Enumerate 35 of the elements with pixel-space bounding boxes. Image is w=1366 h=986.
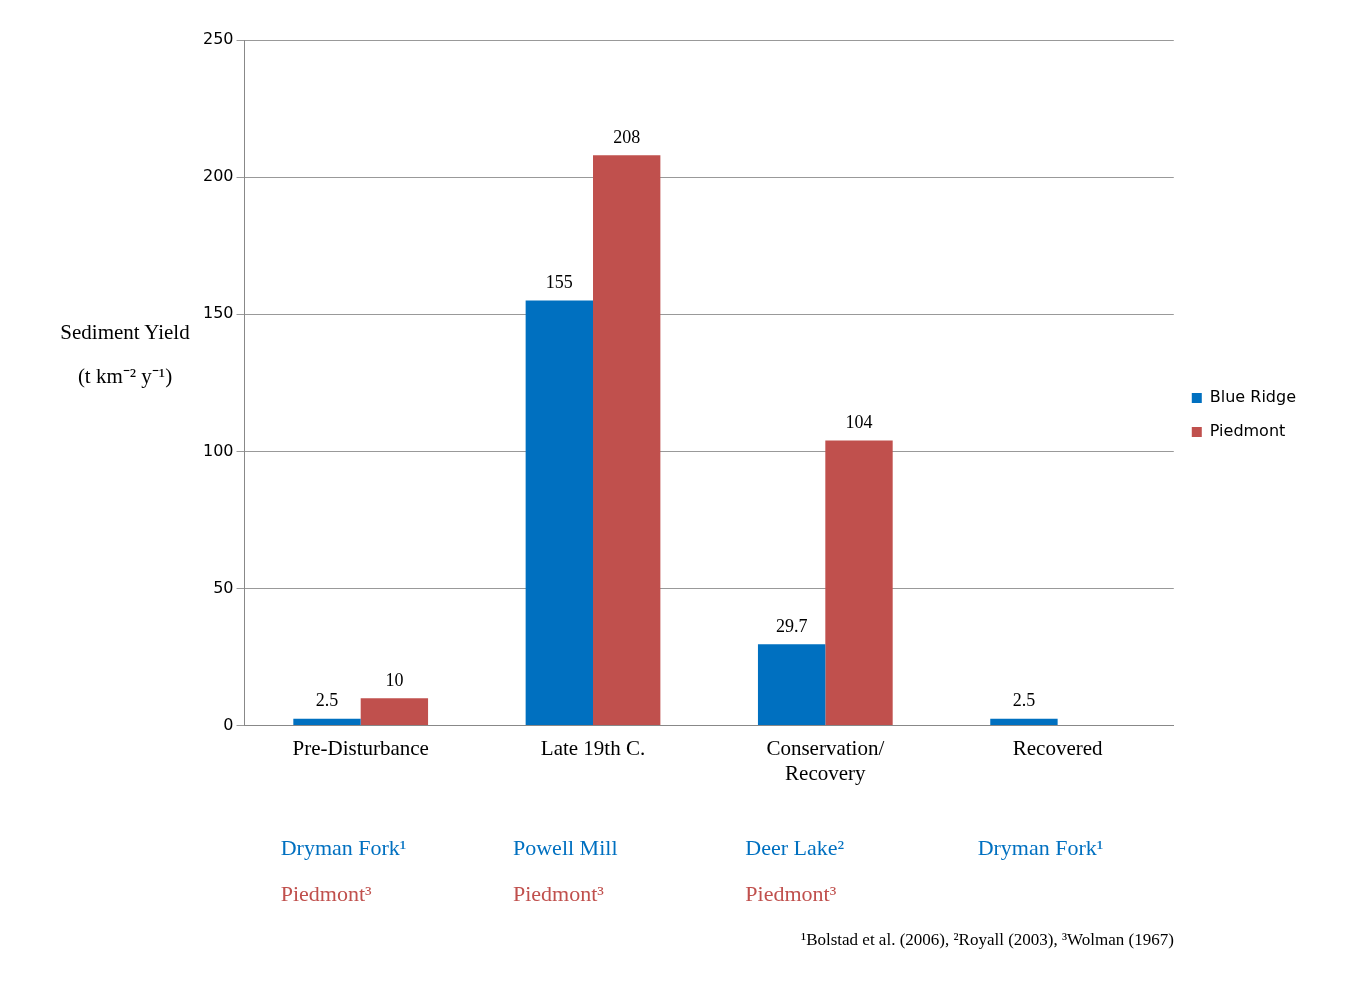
data-label: 2.5 — [315, 690, 339, 711]
data-label: 2.5 — [1012, 690, 1036, 711]
data-label: 104 — [845, 412, 873, 433]
data-label: 208 — [613, 126, 641, 147]
text: ¹Bolstad et al. (2006), ²Royall (2003), ³Wolman (1967) — [801, 930, 1174, 950]
text: Powell Mill — [513, 835, 618, 861]
y-tick-label: 250 — [202, 29, 234, 49]
bar — [990, 718, 1058, 726]
y-tick-label: 100 — [202, 440, 234, 460]
text: Piedmont³ — [280, 881, 372, 907]
text: Piedmont³ — [513, 881, 604, 907]
x-tick-label: Recovered — [1012, 735, 1104, 760]
legend-label: Blue Ridge — [1209, 387, 1297, 407]
y-tick-label: 200 — [202, 166, 234, 186]
y-axis-title: Sediment Yield (t km⁻² y⁻¹) — [59, 319, 191, 390]
legend-label: Piedmont — [1209, 421, 1286, 441]
x-tick-label: Late 19th C. — [540, 735, 646, 760]
text: Dryman Fork¹ — [977, 835, 1104, 861]
data-label: 10 — [385, 669, 404, 690]
text: Piedmont³ — [745, 881, 837, 907]
bar — [825, 440, 893, 726]
bar — [525, 300, 594, 726]
y-tick-label: 150 — [202, 303, 234, 323]
text: Deer Lake² — [745, 835, 845, 861]
x-tick-label: Pre-Disturbance — [292, 735, 429, 760]
bar — [757, 644, 826, 726]
data-label: 155 — [545, 272, 573, 293]
y-tick-label: 0 — [223, 714, 234, 734]
bar — [593, 155, 661, 726]
y-tick-label: 50 — [213, 577, 234, 597]
bar — [293, 718, 361, 726]
bar — [360, 698, 429, 726]
text: Dryman Fork¹ — [280, 835, 407, 861]
x-tick-label: Conservation/ Recovery — [766, 735, 885, 785]
data-label: 29.7 — [775, 615, 808, 636]
